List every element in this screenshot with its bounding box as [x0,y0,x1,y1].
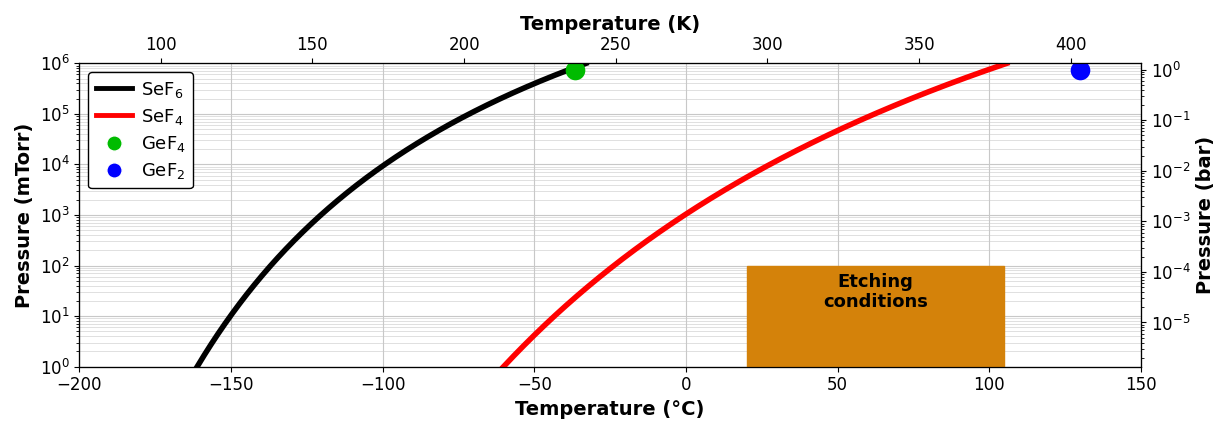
Point [1070,66,1090,73]
Bar [747,266,1005,367]
Legend: SeF$_6$, SeF$_4$, GeF$_4$, GeF$_2$: SeF$_6$, SeF$_4$, GeF$_4$, GeF$_2$ [89,72,193,188]
Y-axis label: Pressure (mTorr): Pressure (mTorr) [15,122,34,308]
Y-axis label: Pressure (bar): Pressure (bar) [1196,136,1215,294]
Text: Etching
conditions: Etching conditions [823,273,927,312]
Point [565,66,584,73]
X-axis label: Temperature (°C): Temperature (°C) [515,400,705,419]
X-axis label: Temperature (K): Temperature (K) [520,15,700,34]
